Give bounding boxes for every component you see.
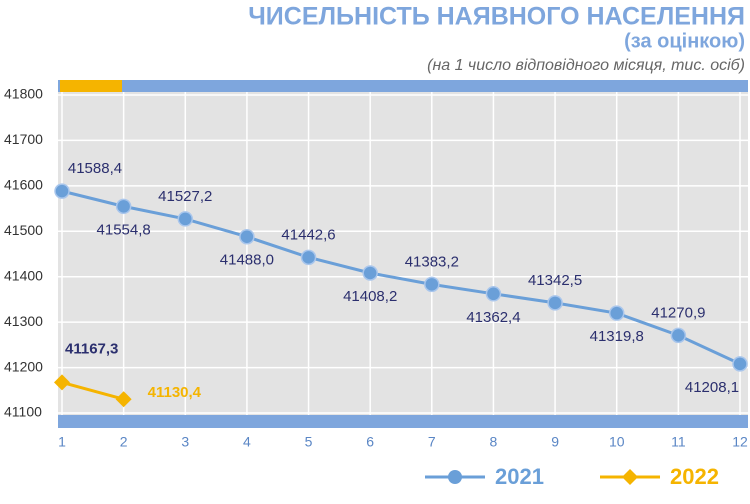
data-label: 41270,9 — [651, 304, 705, 321]
x-tick-label: 8 — [490, 434, 498, 450]
top-band-highlight — [60, 80, 122, 92]
x-tick-label: 10 — [609, 434, 625, 450]
legend-label: 2022 — [670, 464, 719, 489]
x-tick-label: 5 — [305, 434, 313, 450]
point — [608, 305, 625, 321]
data-label: 41130,4 — [148, 384, 202, 401]
point — [115, 391, 132, 408]
point — [547, 295, 563, 311]
data-label: 41588,4 — [68, 160, 122, 177]
point — [670, 327, 687, 344]
data-label: 41342,5 — [528, 272, 582, 289]
point — [54, 183, 70, 199]
bottom-band — [58, 415, 748, 428]
legend-label: 2021 — [495, 464, 544, 489]
y-tick-label: 41200 — [4, 358, 43, 374]
point — [424, 276, 440, 293]
x-tick-label: 9 — [551, 434, 559, 450]
data-label: 41408,2 — [343, 288, 397, 305]
y-tick-label: 41300 — [4, 313, 43, 329]
y-tick-label: 41500 — [4, 222, 43, 238]
data-label: 41383,2 — [405, 253, 459, 270]
point — [239, 228, 255, 245]
legend-marker — [622, 469, 638, 485]
point — [115, 198, 132, 215]
series-line — [61, 189, 741, 366]
y-tick-label: 41100 — [4, 404, 42, 420]
x-tick-label: 6 — [366, 434, 374, 450]
x-tick-label: 4 — [243, 434, 251, 450]
data-label: 41488,0 — [220, 252, 274, 269]
point — [177, 211, 194, 227]
top-band — [58, 80, 748, 92]
y-tick-label: 41800 — [4, 86, 43, 102]
point — [54, 374, 70, 391]
data-label: 41208,1 — [685, 379, 739, 396]
x-tick-label: 3 — [181, 434, 189, 450]
x-tick-label: 7 — [428, 434, 436, 450]
x-tick-label: 12 — [732, 434, 748, 450]
chart-note: (на 1 число відповідного місяця, тис. ос… — [427, 57, 745, 74]
point — [485, 286, 502, 302]
x-tick-label: 1 — [58, 434, 66, 450]
plot-background — [58, 92, 748, 415]
y-tick-label: 41700 — [4, 131, 43, 147]
data-label: 41527,2 — [158, 188, 212, 205]
legend-marker — [448, 470, 462, 484]
x-tick-label: 11 — [671, 434, 686, 450]
chart-subtitle: (за оцінкою) — [624, 30, 745, 52]
data-label: 41442,6 — [281, 226, 335, 243]
point — [300, 249, 317, 266]
data-label: 41167,3 — [65, 340, 118, 357]
point — [362, 265, 378, 281]
x-tick-label: 2 — [120, 434, 128, 450]
y-tick-label: 41600 — [4, 177, 43, 193]
y-tick-label: 41400 — [4, 267, 43, 283]
data-label: 41362,4 — [466, 309, 520, 326]
point — [732, 356, 748, 372]
chart-title: ЧИСЕЛЬНІСТЬ НАЯВНОГО НАСЕЛЕННЯ — [248, 3, 745, 31]
data-label: 41554,8 — [97, 221, 151, 238]
data-label: 41319,8 — [590, 328, 644, 345]
series-line — [61, 380, 125, 401]
